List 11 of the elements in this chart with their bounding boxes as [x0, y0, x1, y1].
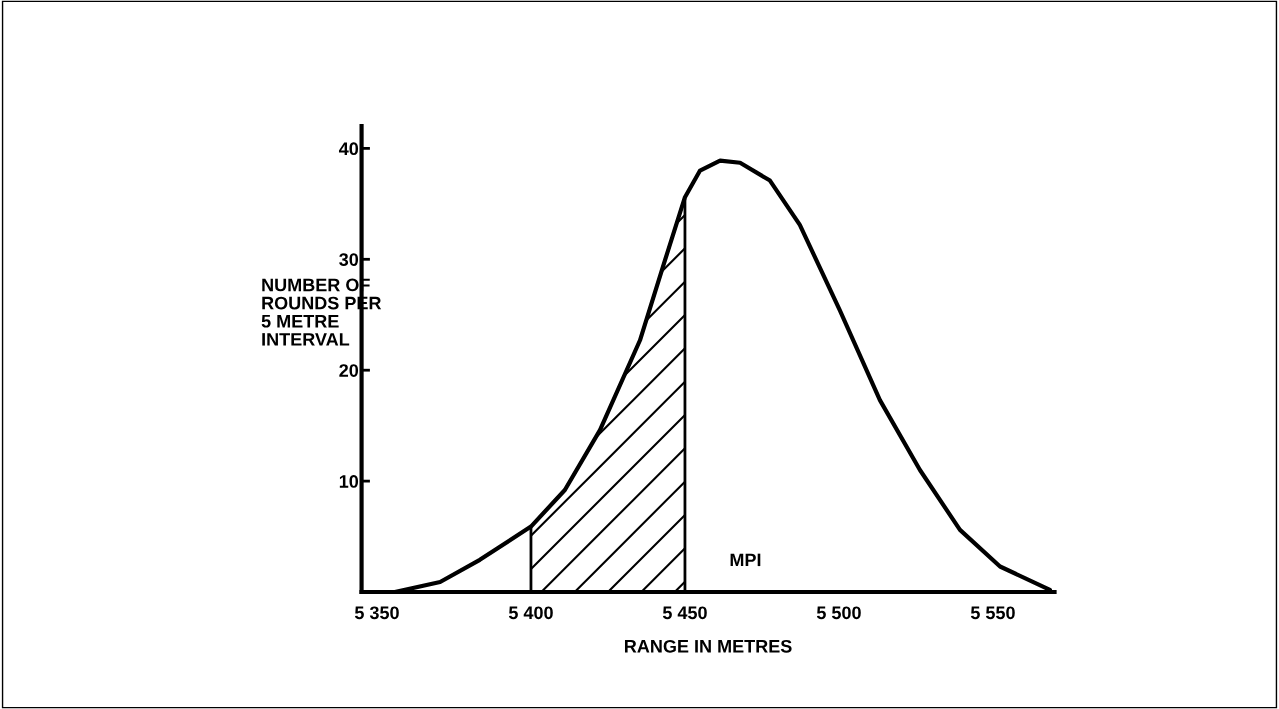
annotation: MPI	[730, 553, 761, 567]
x-axis-title: RANGE IN METRES	[625, 639, 792, 653]
y-tick-label: 40	[338, 142, 359, 156]
y-tick-label: 10	[339, 475, 359, 488]
x-tick-label: 5 400	[508, 606, 553, 620]
x-tick-label: 5 450	[662, 606, 707, 620]
x-tick-label: 5 350	[354, 606, 399, 620]
y-tick-label: 20	[339, 364, 359, 377]
y-tick-label: 30	[339, 253, 359, 267]
x-tick-label: 5 550	[970, 606, 1015, 620]
x-tick-label: 5 500	[816, 606, 861, 620]
